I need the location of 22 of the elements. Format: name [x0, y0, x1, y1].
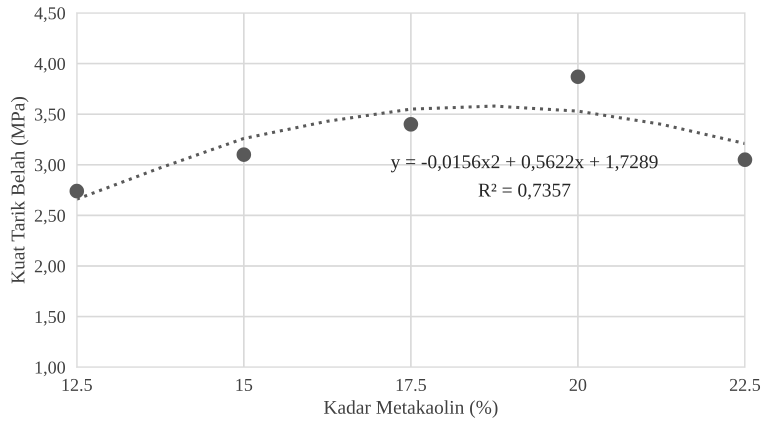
y-tick-label: 4,50 [34, 7, 65, 22]
x-axis-title: Kadar Metakaolin (%) [324, 400, 498, 418]
y-axis-title: Kuat Tarik Belah (MPa) [10, 97, 29, 284]
y-tick-label: 1,50 [36, 310, 65, 326]
point [70, 184, 84, 198]
point [738, 152, 752, 167]
point [404, 117, 418, 132]
annotation: R² = 0,7357 [478, 184, 570, 200]
y-tick-label: 3,00 [34, 159, 65, 174]
x-tick-label: 22.5 [730, 378, 760, 392]
x-tick-label: 12.5 [62, 378, 92, 392]
y-tick-label: 1,00 [36, 361, 65, 376]
x-tick-label: 15 [236, 378, 252, 392]
y-tick-label: 3,50 [34, 108, 65, 124]
point [236, 147, 252, 162]
y-tick-label: 4,00 [34, 58, 65, 73]
x-tick-label: 20 [570, 378, 586, 392]
point [570, 69, 586, 84]
y-tick-label: 2,00 [34, 260, 65, 276]
x-tick-label: 17.5 [396, 378, 426, 392]
annotation: y = -0,0156x2 + 0,5622x + 1,7289 [390, 155, 658, 172]
y-tick-label: 2,50 [34, 210, 65, 224]
